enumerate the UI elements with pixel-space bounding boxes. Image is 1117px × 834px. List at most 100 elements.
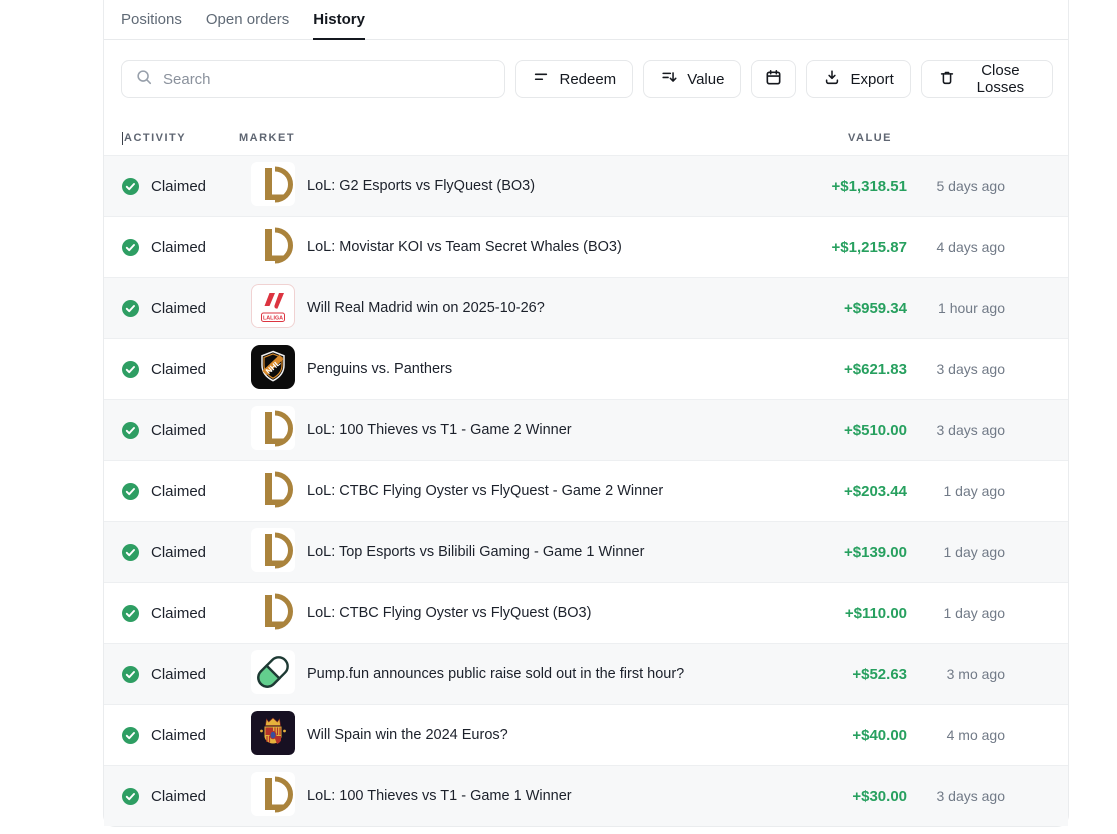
value: +$139.00 (844, 543, 907, 561)
header-activity: ACTIVITY (122, 131, 187, 145)
activity-cell: Claimed (122, 421, 251, 439)
lol-icon (251, 405, 295, 450)
table-row[interactable]: Claimed Pump.fun announces public raise … (104, 643, 1068, 704)
table-row[interactable]: Claimed LoL: CTBC Flying Oyster vs FlyQu… (104, 582, 1068, 643)
status-label: Claimed (151, 726, 207, 744)
value: +$110.00 (844, 604, 907, 622)
table-header: ACTIVITY MARKET VALUE (104, 115, 1068, 155)
check-circle-icon (122, 665, 139, 683)
activity-cell: Claimed (122, 604, 251, 622)
market-icon-cell (251, 527, 307, 577)
table-row[interactable]: Claimed NHL Penguins vs. Panthers +$621.… (104, 338, 1068, 399)
table-row[interactable]: Claimed LoL: CTBC Flying Oyster vs FlyQu… (104, 460, 1068, 521)
status-label: Claimed (151, 543, 207, 561)
time-ago: 3 days ago (936, 361, 1006, 377)
value: +$203.44 (844, 482, 907, 500)
tab-open-orders[interactable]: Open orders (205, 11, 290, 28)
check-circle-icon (122, 787, 139, 805)
market-title: Pump.fun announces public raise sold out… (307, 666, 685, 682)
text-cursor-artifact (122, 131, 123, 145)
market-title: LoL: CTBC Flying Oyster vs FlyQuest (BO3… (307, 605, 592, 621)
market-title: LoL: G2 Esports vs FlyQuest (BO3) (307, 178, 536, 194)
redeem-button[interactable]: Redeem (515, 60, 634, 98)
market-title: Will Real Madrid win on 2025-10-26? (307, 300, 545, 316)
check-circle-icon (122, 238, 139, 256)
market-title: LoL: Movistar KOI vs Team Secret Whales … (307, 239, 622, 255)
table-row[interactable]: Claimed LoL: 100 Thieves vs T1 - Game 1 … (104, 765, 1068, 826)
lol-icon (251, 771, 295, 816)
time-ago: 1 hour ago (938, 300, 1005, 316)
market-icon-cell (251, 588, 307, 638)
time-ago: 4 days ago (936, 239, 1006, 255)
lol-icon (251, 527, 295, 572)
market-title: LoL: CTBC Flying Oyster vs FlyQuest - Ga… (307, 483, 664, 499)
market-title: LoL: Top Esports vs Bilibili Gaming - Ga… (307, 544, 645, 560)
close-losses-button[interactable]: Close Losses (920, 60, 1053, 98)
activity-cell: Claimed (122, 238, 251, 256)
market-icon-cell: LALIGA (251, 283, 307, 333)
status-label: Claimed (151, 421, 207, 439)
activity-cell: Claimed (122, 787, 251, 805)
tab-bar: Positions Open orders History (104, 0, 1068, 40)
status-label: Claimed (151, 787, 207, 805)
value: +$52.63 (852, 665, 907, 683)
value: +$621.83 (844, 360, 907, 378)
time-ago: 4 mo ago (946, 727, 1005, 743)
export-button[interactable]: Export (806, 60, 911, 98)
toolbar: Redeem Value (104, 40, 1068, 115)
status-label: Claimed (151, 665, 207, 683)
table-row[interactable]: Claimed LoL: Movistar KOI vs Team Secret… (104, 216, 1068, 277)
value: +$959.34 (844, 299, 907, 317)
trash-icon (938, 68, 956, 90)
check-circle-icon (122, 299, 139, 317)
close-losses-label: Close Losses (976, 62, 1025, 96)
table-row[interactable]: Claimed LALIGA Will Real Madrid win on 2… (104, 277, 1068, 338)
activity-cell: Claimed (122, 482, 251, 500)
tab-history[interactable]: History (313, 0, 365, 40)
header-market: MARKET (239, 132, 296, 144)
search-box[interactable] (121, 60, 506, 98)
market-icon-cell: NHL (251, 344, 307, 394)
time-ago: 3 mo ago (946, 666, 1005, 682)
value: +$30.00 (852, 787, 907, 805)
market-icon-cell (251, 710, 307, 760)
laliga-icon: LALIGA (251, 283, 295, 328)
calendar-filter-button[interactable] (751, 60, 797, 98)
value: +$40.00 (852, 726, 907, 744)
svg-text:LALIGA: LALIGA (263, 315, 283, 321)
tab-positions[interactable]: Positions (121, 11, 182, 28)
nhl-icon: NHL (251, 344, 295, 389)
history-panel: Positions Open orders History Redeem (103, 0, 1069, 827)
sort-descending-icon (660, 68, 678, 90)
time-ago: 3 days ago (936, 788, 1006, 804)
activity-cell: Claimed (122, 360, 251, 378)
table-row[interactable]: Claimed Will Spain win the 2024 Euros? +… (104, 704, 1068, 765)
time-ago: 1 day ago (943, 544, 1006, 560)
lol-icon (251, 161, 295, 206)
check-circle-icon (122, 421, 139, 439)
activity-cell: Claimed (122, 665, 251, 683)
status-label: Claimed (151, 604, 207, 622)
check-circle-icon (122, 726, 139, 744)
check-circle-icon (122, 543, 139, 561)
value: +$510.00 (844, 421, 907, 439)
value-sort-button[interactable]: Value (643, 60, 742, 98)
table-row[interactable]: Claimed LoL: 100 Thieves vs T1 - Game 2 … (104, 399, 1068, 460)
value: +$1,215.87 (831, 238, 908, 256)
time-ago: 1 day ago (943, 605, 1006, 621)
status-label: Claimed (151, 177, 207, 195)
table-row[interactable]: Claimed LoL: G2 Esports vs FlyQuest (BO3… (104, 155, 1068, 216)
status-label: Claimed (151, 360, 207, 378)
search-icon (135, 68, 153, 91)
export-label: Export (850, 70, 894, 88)
search-input[interactable] (163, 70, 492, 88)
market-title: Penguins vs. Panthers (307, 361, 453, 377)
activity-cell: Claimed (122, 299, 251, 317)
market-title: Will Spain win the 2024 Euros? (307, 727, 508, 743)
spain-icon (251, 710, 295, 755)
time-ago: 3 days ago (936, 422, 1006, 438)
table-row[interactable]: Claimed LoL: Top Esports vs Bilibili Gam… (104, 521, 1068, 582)
calendar-icon (764, 68, 783, 91)
history-table-body: Claimed LoL: G2 Esports vs FlyQuest (BO3… (104, 155, 1068, 826)
check-circle-icon (122, 177, 139, 195)
